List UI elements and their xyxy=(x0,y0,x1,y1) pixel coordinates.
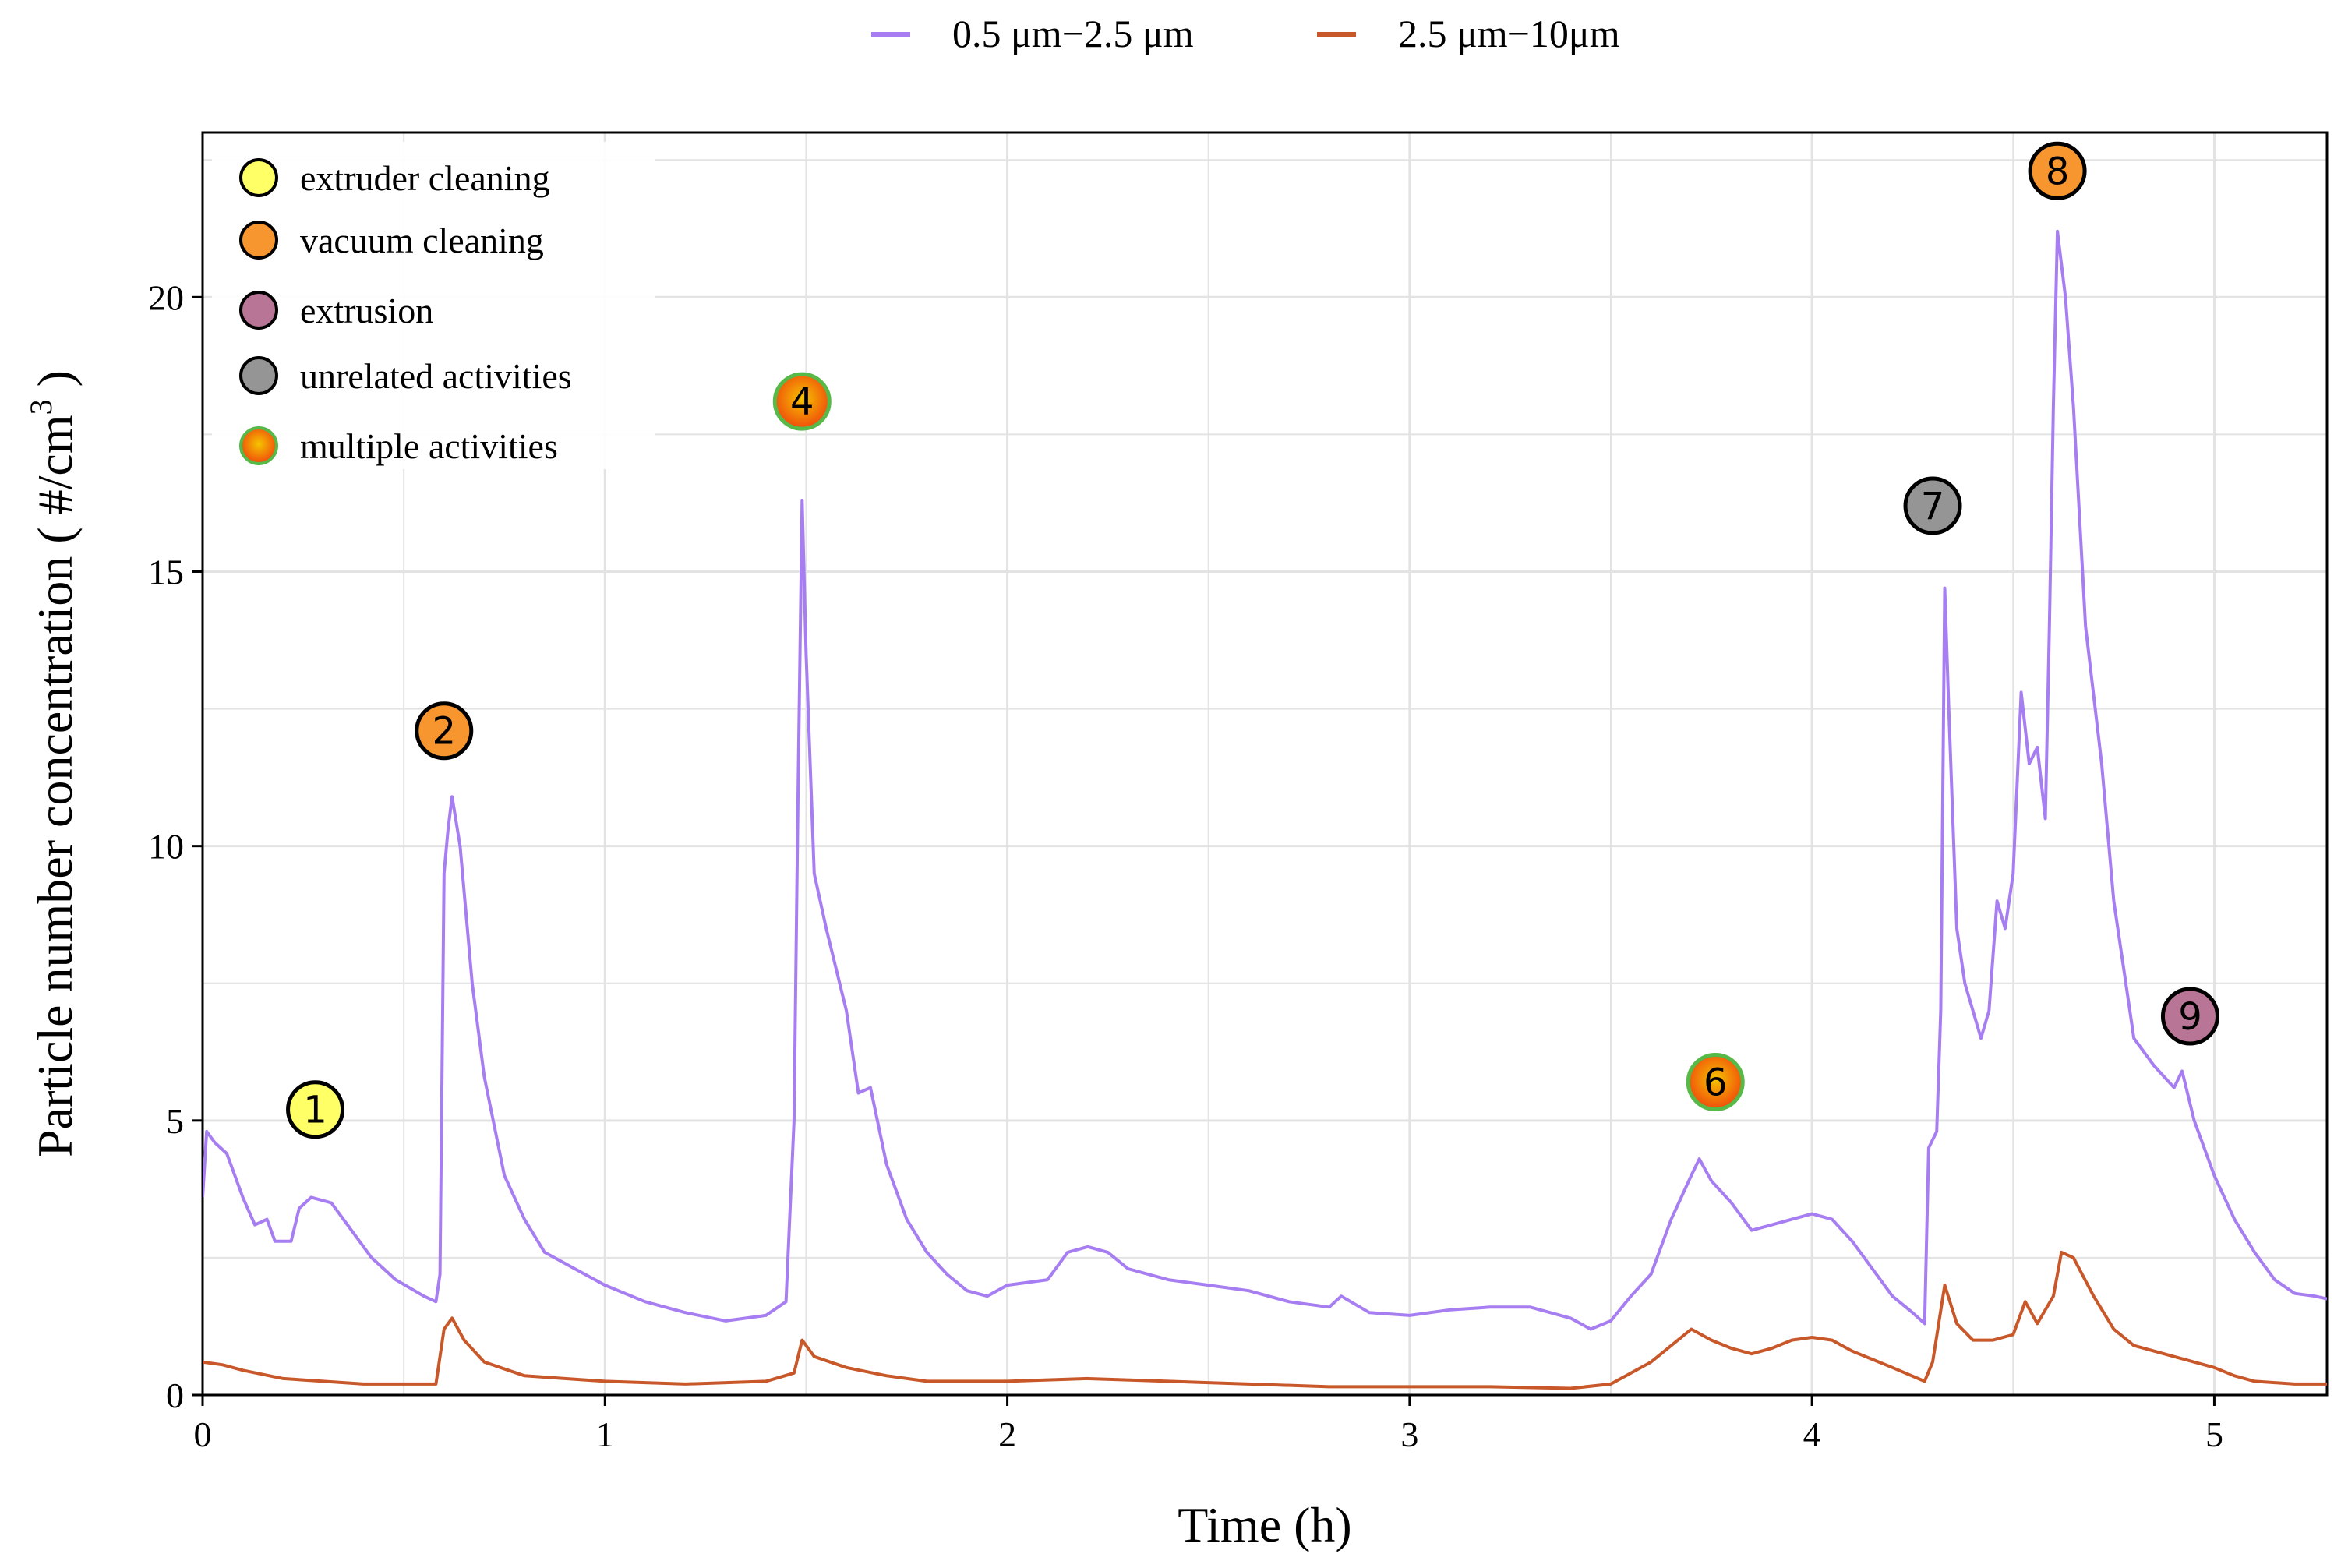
event-marker-label-1: 1 xyxy=(303,1089,327,1132)
event-marker-label-2: 2 xyxy=(432,710,456,754)
y-tick-label: 20 xyxy=(148,277,184,317)
y-axis-title-close: ) xyxy=(27,370,83,399)
y-axis-title-main: Particle number concentration ( #/cm xyxy=(27,415,83,1157)
event-marker-label-6: 6 xyxy=(1704,1061,1728,1105)
event-markers: 1 2 4 6 7 8 9 xyxy=(286,141,2219,1139)
series-layer xyxy=(203,229,2327,1390)
y-axis-title-group: Particle number concentration ( #/cm3 ) xyxy=(23,370,83,1157)
x-tick-label: 1 xyxy=(596,1414,614,1454)
legend-marker-extrusion xyxy=(239,291,278,330)
legend-label-coarse: 2.5 μm−10μm xyxy=(1398,12,1620,55)
event-marker-8 xyxy=(2028,141,2087,200)
event-marker-4 xyxy=(772,372,832,431)
legend-marker-unrelated-activities xyxy=(239,356,278,395)
event-marker-label-9: 9 xyxy=(2178,995,2202,1039)
x-tick-label: 0 xyxy=(194,1414,212,1454)
event-marker-label-7: 7 xyxy=(1921,485,1945,528)
series-legend: 0.5 μm−2.5 μm 2.5 μm−10μm xyxy=(871,12,1620,55)
y-axis-title: Particle number concentration ( #/cm3 ) xyxy=(23,370,83,1157)
series-line-coarse xyxy=(203,1250,2327,1390)
event-marker-7 xyxy=(1903,476,1962,535)
legend-marker-multiple-activities xyxy=(239,426,278,465)
legend-label-extruder-cleaning: extruder cleaning xyxy=(300,158,550,198)
y-tick-label: 5 xyxy=(166,1101,184,1141)
x-tick-label: 2 xyxy=(998,1414,1016,1454)
legend-marker-vacuum-cleaning xyxy=(239,221,278,260)
grid xyxy=(203,132,2327,1395)
event-marker-label-8: 8 xyxy=(2046,150,2070,193)
legend-label-unrelated-activities: unrelated activities xyxy=(300,356,572,396)
event-marker-9 xyxy=(2160,987,2219,1046)
y-tick-label: 10 xyxy=(148,827,184,867)
event-marker-1 xyxy=(286,1080,345,1139)
x-tick-label: 4 xyxy=(1803,1414,1821,1454)
series-line-fine xyxy=(203,229,2327,1331)
legend-label-fine: 0.5 μm−2.5 μm xyxy=(952,12,1194,55)
activity-legend-background xyxy=(212,142,655,469)
legend-marker-extruder-cleaning xyxy=(239,158,278,197)
event-marker-2 xyxy=(415,701,474,761)
x-tick-label: 3 xyxy=(1400,1414,1418,1454)
activity-legend: extruder cleaning vacuum cleaning extrusio… xyxy=(212,142,655,469)
x-tick-label: 5 xyxy=(2205,1414,2223,1454)
legend-label-extrusion: extrusion xyxy=(300,291,433,330)
x-axis-title: Time (h) xyxy=(1178,1497,1351,1552)
event-marker-6 xyxy=(1686,1053,1745,1112)
plot-frame xyxy=(201,131,2329,1397)
y-tick-label: 15 xyxy=(148,552,184,592)
y-tick-label: 0 xyxy=(166,1376,184,1415)
legend-label-vacuum-cleaning: vacuum cleaning xyxy=(300,221,544,260)
legend-label-multiple-activities: multiple activities xyxy=(300,426,558,466)
event-marker-label-4: 4 xyxy=(790,380,814,424)
y-axis-title-superscript: 3 xyxy=(23,399,58,415)
axis-ticks: 0 1 2 3 4 5 0 5 10 15 20 xyxy=(148,277,2223,1454)
